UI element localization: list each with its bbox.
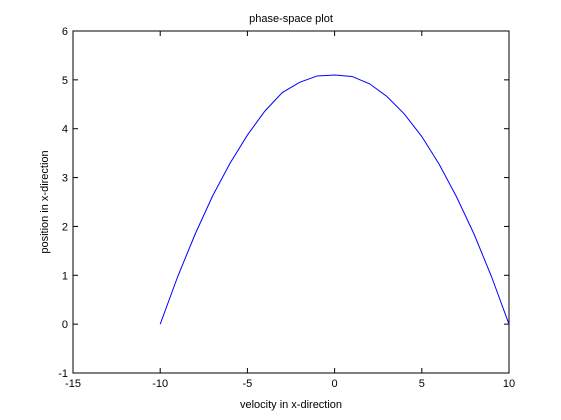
y-tick-label: 6 — [62, 26, 68, 38]
x-tick-label: -5 — [243, 378, 253, 390]
plot-area — [72, 30, 510, 374]
x-tick-label: 5 — [419, 378, 425, 390]
axis-ticks — [72, 30, 510, 374]
x-tick-label: -10 — [152, 378, 168, 390]
x-axis-label: velocity in x-direction — [240, 399, 342, 411]
y-tick-label: 3 — [62, 173, 68, 185]
y-tick-label: 4 — [62, 124, 68, 136]
y-tick-label: 2 — [62, 221, 68, 233]
chart-title: phase-space plot — [249, 13, 333, 25]
y-tick-label: -1 — [58, 368, 68, 380]
x-tick-label: -15 — [65, 378, 81, 390]
phase-curve-line — [159, 74, 510, 325]
y-tick-label: 5 — [62, 75, 68, 87]
y-tick-label: 0 — [62, 319, 68, 331]
y-axis-label: position in x-direction — [39, 150, 51, 253]
x-tick-label: 10 — [503, 378, 515, 390]
x-tick-label: 0 — [332, 378, 338, 390]
y-tick-label: 1 — [62, 270, 68, 282]
